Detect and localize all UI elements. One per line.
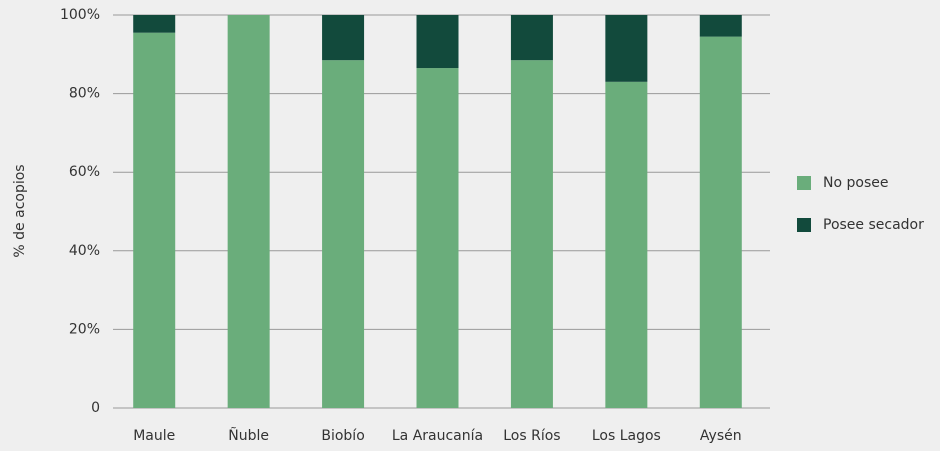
bar-segment bbox=[322, 15, 365, 61]
legend-swatch bbox=[797, 218, 811, 232]
bar-segment bbox=[510, 60, 553, 408]
y-tick-label: 60% bbox=[69, 164, 100, 180]
bar-segment bbox=[133, 32, 176, 409]
bar-segment bbox=[227, 15, 270, 408]
y-axis-label: % de acopios bbox=[12, 164, 28, 257]
legend-swatch bbox=[797, 176, 811, 190]
bar-segment bbox=[510, 15, 553, 61]
x-tick-label: Los Lagos bbox=[592, 428, 661, 444]
x-tick-label: Ñuble bbox=[228, 427, 269, 444]
bar-segment bbox=[322, 60, 365, 408]
x-tick-label: Los Ríos bbox=[503, 428, 560, 444]
bar-segment bbox=[699, 36, 742, 409]
x-tick-label: La Araucanía bbox=[392, 428, 483, 444]
bar-segment bbox=[133, 15, 176, 33]
y-tick-label: 80% bbox=[69, 86, 100, 102]
bar-segment bbox=[416, 15, 459, 69]
x-tick-label: Biobío bbox=[321, 428, 364, 444]
legend-label: Posee secador bbox=[823, 217, 924, 233]
bar-segment bbox=[605, 81, 648, 408]
y-tick-label: 0 bbox=[91, 400, 100, 416]
bar-segment bbox=[605, 15, 648, 82]
x-tick-label: Maule bbox=[133, 428, 175, 444]
y-tick-label: 100% bbox=[60, 7, 100, 23]
legend-label: No posee bbox=[823, 175, 888, 191]
y-tick-label: 20% bbox=[69, 321, 100, 337]
bar-segment bbox=[699, 15, 742, 37]
bar-segment bbox=[416, 68, 459, 409]
x-tick-label: Aysén bbox=[700, 428, 742, 444]
y-tick-label: 40% bbox=[69, 243, 100, 259]
